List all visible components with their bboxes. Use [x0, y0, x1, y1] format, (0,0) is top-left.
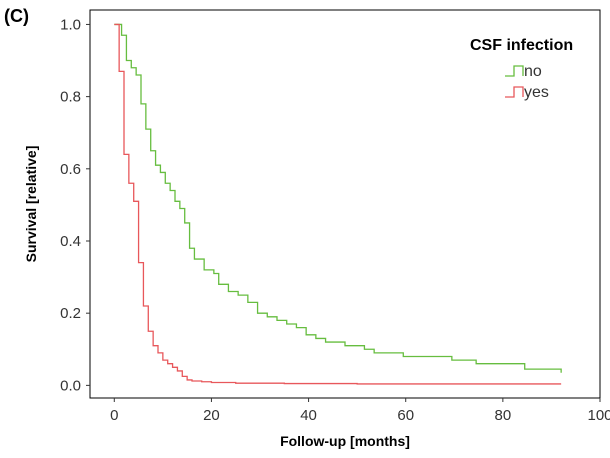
- y-tick-label: 1.0: [60, 16, 81, 33]
- series-line-no: [114, 23, 562, 373]
- y-tick-label: 0.8: [60, 89, 81, 106]
- series-line-yes: [114, 23, 562, 385]
- x-axis-title: Follow-up [months]: [280, 433, 410, 449]
- y-tick-label: 0.6: [60, 161, 81, 178]
- x-tick-label: 20: [203, 407, 220, 424]
- y-tick-label: 0.0: [60, 377, 81, 394]
- legend-title: CSF infection: [470, 37, 573, 54]
- y-tick-label: 0.2: [60, 305, 81, 322]
- legend-label-no: no: [524, 63, 542, 80]
- x-tick-label: 60: [397, 407, 414, 424]
- x-tick-label: 80: [495, 407, 512, 424]
- x-tick-label: 100: [587, 407, 610, 424]
- y-tick-label: 0.4: [60, 233, 81, 250]
- panel-label: (C): [4, 6, 29, 26]
- legend-key-no: [505, 65, 524, 77]
- x-tick-label: 0: [110, 407, 118, 424]
- legend-label-yes: yes: [524, 84, 549, 101]
- legend: CSF infection no yes: [470, 37, 573, 101]
- plot-frame: [89, 9, 601, 399]
- legend-key-yes: [505, 86, 524, 98]
- y-axis-title: Survival [relative]: [23, 146, 39, 263]
- x-tick-label: 40: [300, 407, 317, 424]
